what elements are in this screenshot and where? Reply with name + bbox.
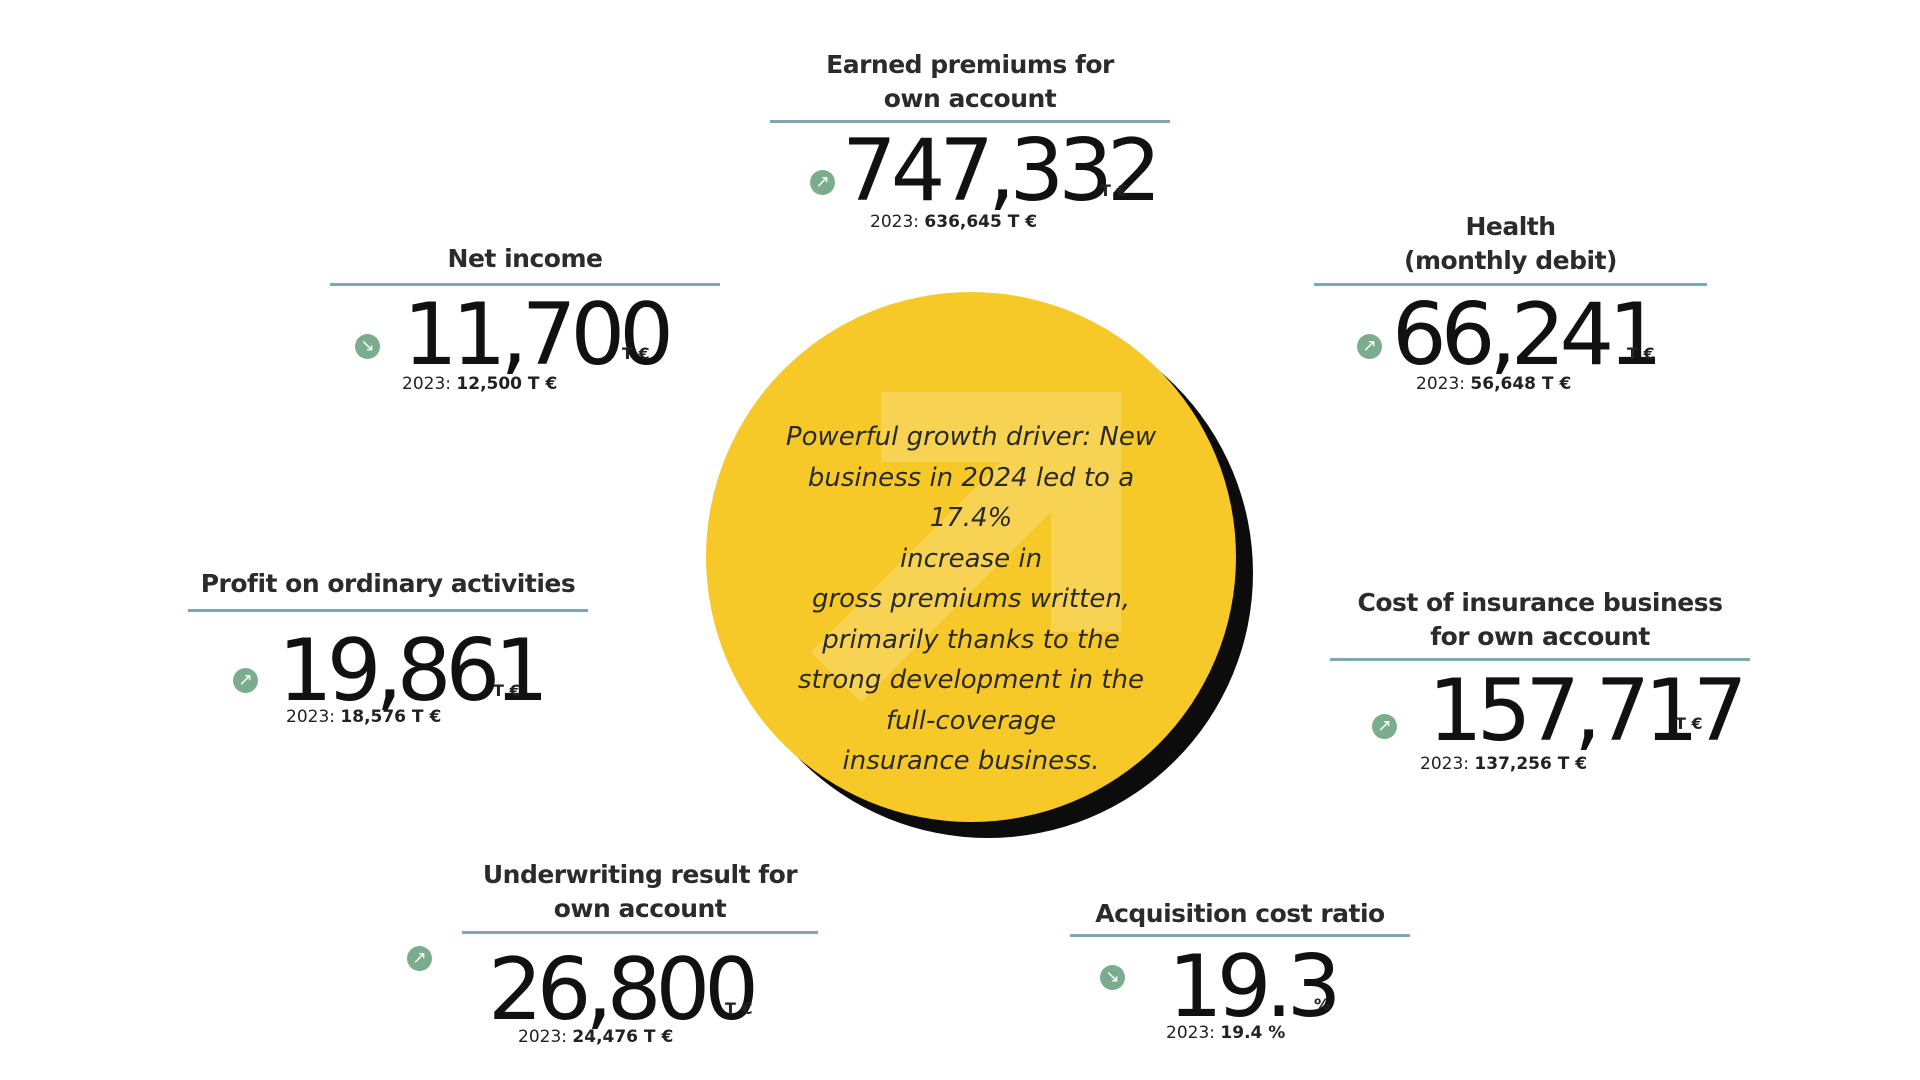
kpi-earned-premiums: Earned premiums for own account ↗ 747,33… (770, 48, 1170, 238)
kpi-prev-year: 2023: 137,256 T € (1420, 754, 1587, 774)
kpi-rule (1070, 934, 1410, 937)
kpi-label-line: own account (553, 894, 727, 923)
arrow-up-right-icon: ↗ (233, 668, 258, 693)
kpi-value: 19.3 (1168, 937, 1342, 1037)
growth-driver-line: business in 2024 led to a 17.4% (807, 462, 1135, 534)
kpi-rule (770, 120, 1170, 123)
kpi-unit: T € (622, 344, 650, 363)
prev-year-value: 56,648 T € (1470, 374, 1572, 394)
kpi-label: Profit on ordinary activities (188, 567, 588, 601)
growth-driver-text: Powerful growth driver: New business in … (766, 417, 1176, 782)
arrow-down-right-icon: ↘ (1100, 965, 1125, 990)
kpi-rule (1330, 658, 1750, 661)
prev-year-value: 12,500 T € (456, 374, 558, 394)
kpi-label-line: Underwriting result for (482, 860, 798, 889)
kpi-label-line: Profit on ordinary activities (200, 569, 576, 598)
growth-driver-line: Powerful growth driver: New (785, 422, 1157, 452)
kpi-unit: T € (493, 681, 521, 700)
prev-year-prefix: 2023: (1420, 754, 1469, 774)
kpi-prev-year: 2023: 12,500 T € (402, 374, 557, 394)
kpi-profit-ordinary: Profit on ordinary activities ↗ 19,861 T… (188, 567, 588, 729)
kpi-label-line: own account (883, 84, 1057, 113)
kpi-label-line: Health (1465, 212, 1556, 241)
kpi-rule (462, 931, 818, 934)
kpi-prev-year: 2023: 636,645 T € (870, 212, 1037, 232)
kpi-label-line: Acquisition cost ratio (1095, 899, 1385, 928)
kpi-label-line: Cost of insurance business (1357, 588, 1724, 617)
kpi-label: Net income (330, 242, 720, 276)
kpi-unit: T € (725, 999, 753, 1018)
kpi-value: 11,700 (403, 285, 674, 385)
kpi-underwriting: Underwriting result for own account ↗ 26… (400, 858, 820, 1058)
kpi-unit: T € (1100, 181, 1128, 200)
kpi-prev-year: 2023: 24,476 T € (518, 1027, 673, 1047)
arrow-down-right-icon: ↘ (355, 334, 380, 359)
kpi-label-line: Net income (447, 244, 603, 273)
growth-arrow-icon (811, 392, 1121, 702)
arrow-up-right-icon: ↗ (810, 170, 835, 195)
growth-driver-line: strong development in the (798, 665, 1144, 695)
kpi-prev-year: 2023: 19.4 % (1166, 1023, 1285, 1043)
kpi-prev-year: 2023: 56,648 T € (1416, 374, 1571, 394)
kpi-acquisition-ratio: Acquisition cost ratio ↘ 19.3 % 2023: 19… (1070, 897, 1410, 1057)
kpi-label: Acquisition cost ratio (1070, 897, 1410, 931)
kpi-label: Cost of insurance business for own accou… (1330, 586, 1750, 654)
kpi-value: 66,241 (1392, 285, 1663, 385)
prev-year-value: 137,256 T € (1474, 754, 1588, 774)
kpi-prev-year: 2023: 18,576 T € (286, 707, 441, 727)
arrow-up-right-icon: ↗ (1372, 714, 1397, 739)
prev-year-prefix: 2023: (518, 1027, 567, 1047)
prev-year-prefix: 2023: (286, 707, 335, 727)
growth-driver-circle: Powerful growth driver: New business in … (706, 292, 1236, 822)
kpi-value: 19,861 (278, 621, 549, 721)
kpi-label-line: Earned premiums for (826, 50, 1114, 79)
prev-year-prefix: 2023: (870, 212, 919, 232)
kpi-rule (330, 283, 720, 286)
growth-driver-line: full-coverage (885, 705, 1057, 736)
kpi-value: 26,800 (488, 940, 759, 1040)
kpi-health: Health (monthly debit) ↗ 66,241 T € 2023… (1314, 210, 1707, 402)
kpi-rule (188, 609, 588, 612)
kpi-label: Underwriting result for own account (462, 858, 818, 926)
growth-driver-line: increase in (899, 543, 1043, 574)
kpi-cost-insurance: Cost of insurance business for own accou… (1330, 586, 1750, 778)
kpi-value: 157,717 (1428, 661, 1748, 761)
prev-year-prefix: 2023: (1416, 374, 1465, 394)
growth-driver-line: primarily thanks to the (822, 624, 1120, 655)
prev-year-value: 636,645 T € (924, 212, 1038, 232)
kpi-value: 747,332 (842, 121, 1162, 221)
prev-year-value: 18,576 T € (340, 707, 442, 727)
kpi-label-line: for own account (1430, 622, 1650, 651)
kpi-rule (1314, 283, 1707, 286)
kpi-unit: T € (1675, 714, 1703, 733)
prev-year-prefix: 2023: (1166, 1023, 1215, 1043)
prev-year-value: 24,476 T € (572, 1027, 674, 1047)
arrow-up-right-icon: ↗ (407, 946, 432, 971)
kpi-label: Health (monthly debit) (1314, 210, 1707, 278)
kpi-unit: % (1314, 995, 1331, 1014)
kpi-label-line: (monthly debit) (1404, 246, 1617, 275)
prev-year-prefix: 2023: (402, 374, 451, 394)
kpi-net-income: Net income ↘ 11,700 T € 2023: 12,500 T € (330, 242, 720, 402)
prev-year-value: 19.4 % (1220, 1023, 1286, 1043)
kpi-label: Earned premiums for own account (770, 48, 1170, 116)
growth-driver-line: gross premiums written, (811, 584, 1131, 614)
growth-driver-line: insurance business. (842, 746, 1100, 776)
kpi-unit: T € (1627, 344, 1655, 363)
arrow-up-right-icon: ↗ (1357, 334, 1382, 359)
